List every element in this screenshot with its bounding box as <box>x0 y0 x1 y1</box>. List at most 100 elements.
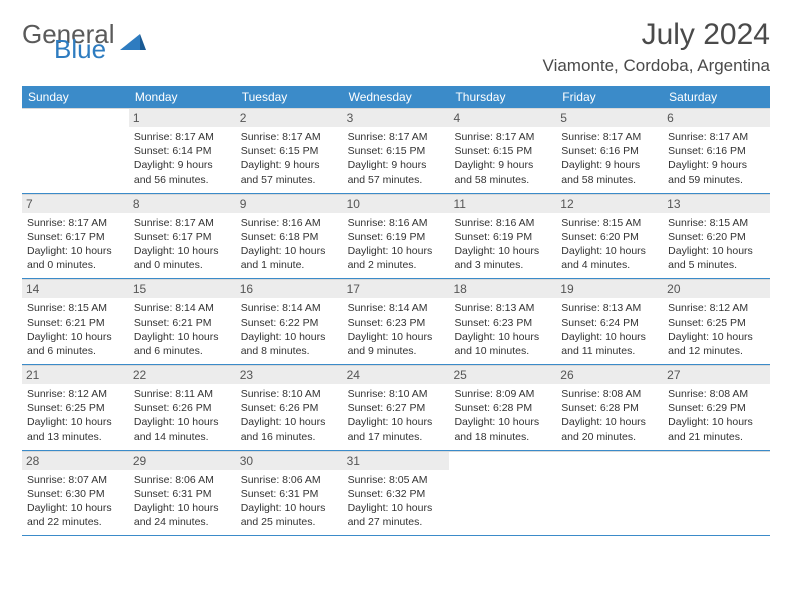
day-cell: 14Sunrise: 8:15 AMSunset: 6:21 PMDayligh… <box>22 279 129 364</box>
sunrise-text: Sunrise: 8:16 AM <box>241 216 338 230</box>
weekday-header: Friday <box>556 86 663 108</box>
day-number: 15 <box>129 280 236 298</box>
day-number: 24 <box>343 366 450 384</box>
day-number: 13 <box>663 195 770 213</box>
day-cell <box>22 108 129 193</box>
day-number: 19 <box>556 280 663 298</box>
day-cell <box>556 451 663 536</box>
day-info: Sunrise: 8:16 AMSunset: 6:19 PMDaylight:… <box>454 216 551 273</box>
day-cell: 15 Sunrise: 8:14 AMSunset: 6:21 PMDayligh… <box>129 279 236 364</box>
weekday-header: Wednesday <box>343 86 450 108</box>
day-number: 6 <box>663 109 770 127</box>
day-number: 20 <box>663 280 770 298</box>
day-number: 17 <box>343 280 450 298</box>
sunset-text: Sunset: 6:25 PM <box>668 316 765 330</box>
sunset-text: Sunset: 6:29 PM <box>668 401 765 415</box>
daylight-text: Daylight: 9 hours and 59 minutes. <box>668 158 765 186</box>
day-number: 10 <box>343 195 450 213</box>
day-cell <box>449 451 556 536</box>
logo-text: General Blue <box>22 24 115 61</box>
sunset-text: Sunset: 6:20 PM <box>561 230 658 244</box>
sunset-text: Sunset: 6:19 PM <box>348 230 445 244</box>
sunset-text: Sunset: 6:26 PM <box>134 401 231 415</box>
calendar-grid: SundayMondayTuesdayWednesdayThursdayFrid… <box>22 86 770 536</box>
sunset-text: Sunset: 6:31 PM <box>134 487 231 501</box>
sunrise-text: Sunrise: 8:15 AM <box>668 216 765 230</box>
sunrise-text: Sunrise: 8:12 AM <box>27 387 124 401</box>
month-title: July 2024 <box>543 18 770 52</box>
day-cell: 22Sunrise: 8:11 AMSunset: 6:26 PMDayligh… <box>129 365 236 450</box>
sunrise-text: Sunrise: 8:17 AM <box>454 130 551 144</box>
day-cell: 6 Sunrise: 8:17 AMSunset: 6:16 PMDaylight… <box>663 108 770 193</box>
day-info: Sunrise: 8:17 AMSunset: 6:16 PMDaylight:… <box>668 130 765 187</box>
sunset-text: Sunset: 6:17 PM <box>27 230 124 244</box>
sunrise-text: Sunrise: 8:14 AM <box>348 301 445 315</box>
week-row: 1Sunrise: 8:17 AMSunset: 6:14 PMDaylight… <box>22 108 770 194</box>
sunset-text: Sunset: 6:23 PM <box>348 316 445 330</box>
sunset-text: Sunset: 6:21 PM <box>134 316 231 330</box>
day-cell: 1Sunrise: 8:17 AMSunset: 6:14 PMDaylight… <box>129 108 236 193</box>
daylight-text: Daylight: 9 hours and 56 minutes. <box>134 158 231 186</box>
day-info: Sunrise: 8:06 AMSunset: 6:31 PMDaylight:… <box>241 473 338 530</box>
logo: General Blue <box>22 24 146 61</box>
day-number: 31 <box>343 452 450 470</box>
day-number: 21 <box>22 366 129 384</box>
daylight-text: Daylight: 10 hours and 14 minutes. <box>134 415 231 443</box>
daylight-text: Daylight: 10 hours and 6 minutes. <box>27 330 124 358</box>
daylight-text: Daylight: 9 hours and 58 minutes. <box>561 158 658 186</box>
sunset-text: Sunset: 6:18 PM <box>241 230 338 244</box>
daylight-text: Daylight: 10 hours and 5 minutes. <box>668 244 765 272</box>
day-cell: 21 Sunrise: 8:12 AMSunset: 6:25 PMDayligh… <box>22 365 129 450</box>
day-info: Sunrise: 8:17 AMSunset: 6:16 PMDaylight:… <box>561 130 658 187</box>
sunrise-text: Sunrise: 8:15 AM <box>561 216 658 230</box>
header: General Blue July 2024 Viamonte, Cordoba… <box>22 18 770 76</box>
day-info: Sunrise: 8:17 AMSunset: 6:17 PMDaylight:… <box>134 216 231 273</box>
weekday-header: Sunday <box>22 86 129 108</box>
week-row: 21 Sunrise: 8:12 AMSunset: 6:25 PMDayligh… <box>22 365 770 451</box>
day-cell: 7Sunrise: 8:17 AMSunset: 6:17 PMDaylight… <box>22 194 129 279</box>
day-info: Sunrise: 8:14 AMSunset: 6:21 PMDaylight:… <box>134 301 231 358</box>
daylight-text: Daylight: 10 hours and 0 minutes. <box>134 244 231 272</box>
sunset-text: Sunset: 6:30 PM <box>27 487 124 501</box>
day-info: Sunrise: 8:14 AMSunset: 6:23 PMDaylight:… <box>348 301 445 358</box>
sunset-text: Sunset: 6:14 PM <box>134 144 231 158</box>
day-info: Sunrise: 8:15 AMSunset: 6:21 PMDaylight:… <box>27 301 124 358</box>
day-cell: 12Sunrise: 8:15 AMSunset: 6:20 PMDayligh… <box>556 194 663 279</box>
weekday-header: Saturday <box>663 86 770 108</box>
day-number: 25 <box>449 366 556 384</box>
calendar-page: General Blue July 2024 Viamonte, Cordoba… <box>0 0 792 554</box>
sunset-text: Sunset: 6:24 PM <box>561 316 658 330</box>
sunrise-text: Sunrise: 8:17 AM <box>241 130 338 144</box>
day-cell: 31Sunrise: 8:05 AMSunset: 6:32 PMDayligh… <box>343 451 450 536</box>
day-number: 3 <box>343 109 450 127</box>
day-info: Sunrise: 8:11 AMSunset: 6:26 PMDaylight:… <box>134 387 231 444</box>
weekday-header-row: SundayMondayTuesdayWednesdayThursdayFrid… <box>22 86 770 108</box>
day-number: 23 <box>236 366 343 384</box>
daylight-text: Daylight: 10 hours and 24 minutes. <box>134 501 231 529</box>
daylight-text: Daylight: 10 hours and 27 minutes. <box>348 501 445 529</box>
day-info: Sunrise: 8:12 AMSunset: 6:25 PMDaylight:… <box>668 301 765 358</box>
day-cell: 30Sunrise: 8:06 AMSunset: 6:31 PMDayligh… <box>236 451 343 536</box>
weekday-header: Thursday <box>449 86 556 108</box>
sunset-text: Sunset: 6:15 PM <box>348 144 445 158</box>
day-info: Sunrise: 8:16 AMSunset: 6:19 PMDaylight:… <box>348 216 445 273</box>
sunrise-text: Sunrise: 8:14 AM <box>241 301 338 315</box>
sunrise-text: Sunrise: 8:17 AM <box>27 216 124 230</box>
sunset-text: Sunset: 6:27 PM <box>348 401 445 415</box>
daylight-text: Daylight: 10 hours and 11 minutes. <box>561 330 658 358</box>
day-number: 9 <box>236 195 343 213</box>
sunset-text: Sunset: 6:16 PM <box>668 144 765 158</box>
weekday-header: Monday <box>129 86 236 108</box>
day-cell: 3Sunrise: 8:17 AMSunset: 6:15 PMDaylight… <box>343 108 450 193</box>
day-info: Sunrise: 8:17 AMSunset: 6:14 PMDaylight:… <box>134 130 231 187</box>
day-cell: 18Sunrise: 8:13 AMSunset: 6:23 PMDayligh… <box>449 279 556 364</box>
daylight-text: Daylight: 10 hours and 17 minutes. <box>348 415 445 443</box>
day-cell: 10 Sunrise: 8:16 AMSunset: 6:19 PMDayligh… <box>343 194 450 279</box>
sunset-text: Sunset: 6:19 PM <box>454 230 551 244</box>
day-number: 16 <box>236 280 343 298</box>
sunrise-text: Sunrise: 8:17 AM <box>561 130 658 144</box>
day-cell: 19Sunrise: 8:13 AMSunset: 6:24 PMDayligh… <box>556 279 663 364</box>
day-cell: 13Sunrise: 8:15 AMSunset: 6:20 PMDayligh… <box>663 194 770 279</box>
sunrise-text: Sunrise: 8:12 AM <box>668 301 765 315</box>
day-info: Sunrise: 8:12 AMSunset: 6:25 PMDaylight:… <box>27 387 124 444</box>
